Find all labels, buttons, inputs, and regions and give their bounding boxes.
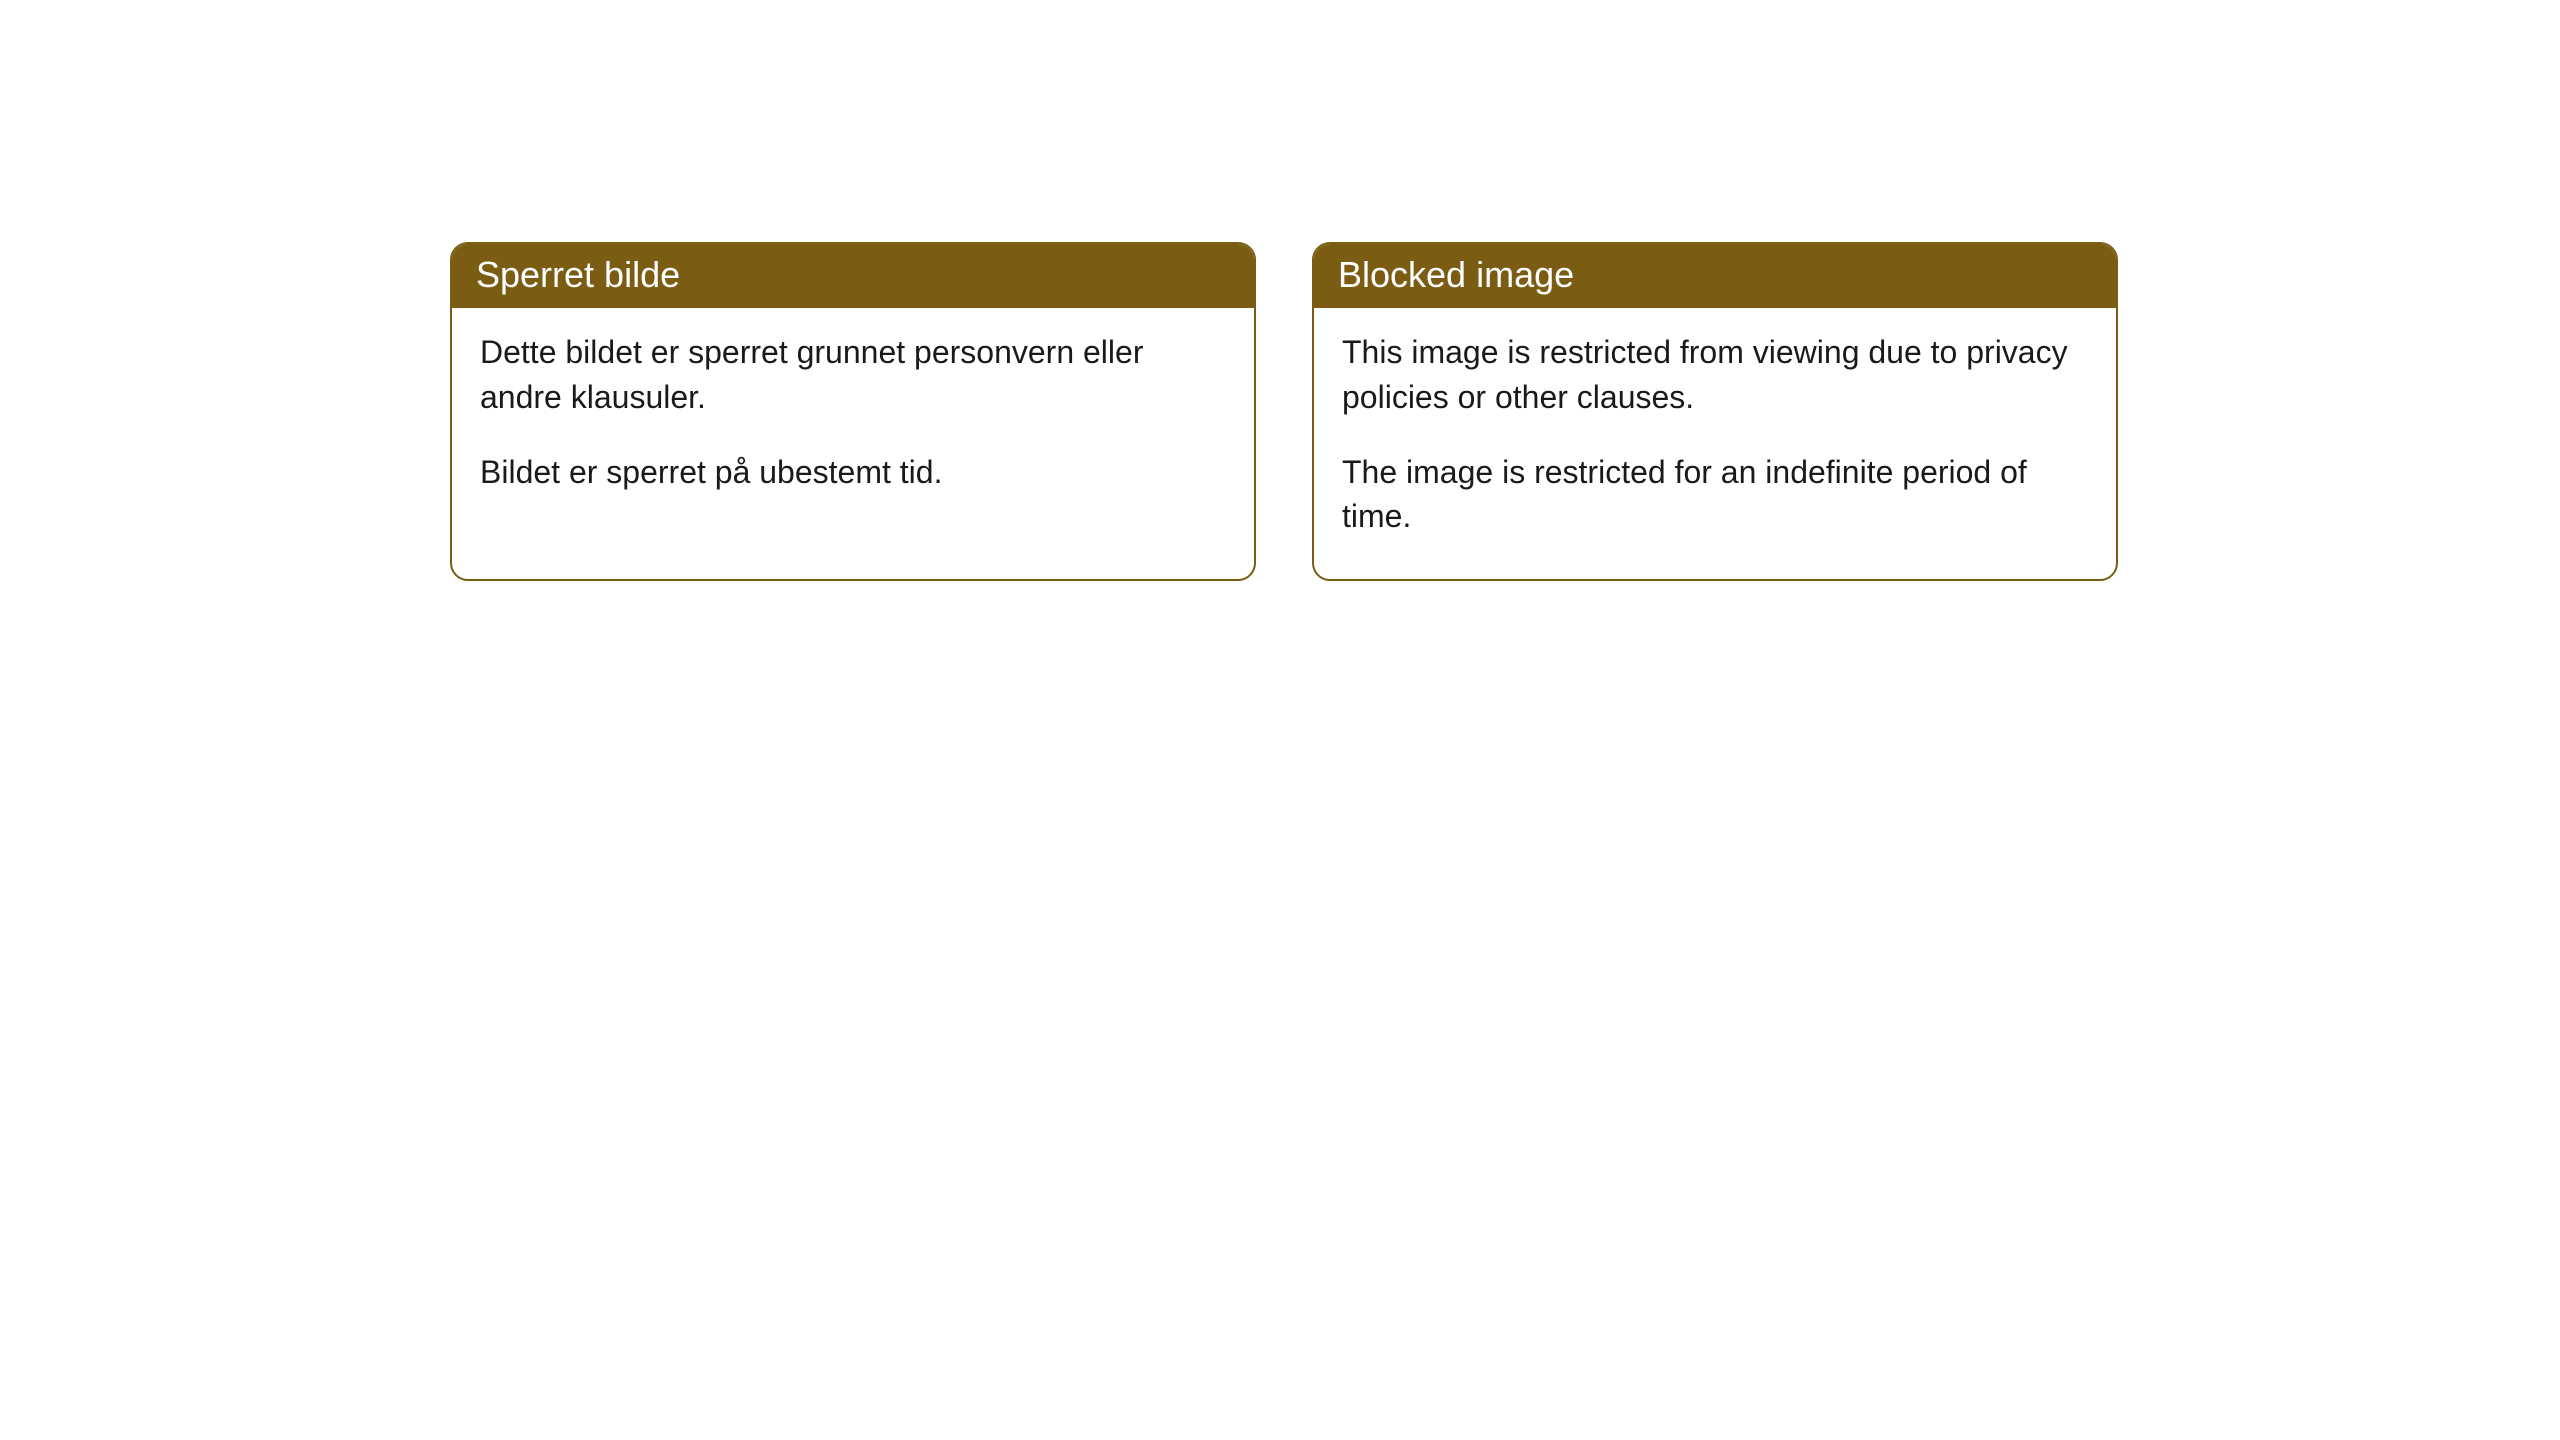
notice-container: Sperret bilde Dette bildet er sperret gr… (450, 242, 2118, 581)
notice-paragraph: Dette bildet er sperret grunnet personve… (480, 330, 1226, 420)
notice-title: Blocked image (1338, 254, 1574, 295)
notice-paragraph: This image is restricted from viewing du… (1342, 330, 2088, 420)
notice-card-english: Blocked image This image is restricted f… (1312, 242, 2118, 581)
notice-header: Sperret bilde (452, 244, 1254, 308)
notice-header: Blocked image (1314, 244, 2116, 308)
notice-card-norwegian: Sperret bilde Dette bildet er sperret gr… (450, 242, 1256, 581)
notice-body: This image is restricted from viewing du… (1314, 308, 2116, 579)
notice-body: Dette bildet er sperret grunnet personve… (452, 308, 1254, 534)
notice-paragraph: Bildet er sperret på ubestemt tid. (480, 450, 1226, 495)
notice-paragraph: The image is restricted for an indefinit… (1342, 450, 2088, 540)
notice-title: Sperret bilde (476, 254, 680, 295)
